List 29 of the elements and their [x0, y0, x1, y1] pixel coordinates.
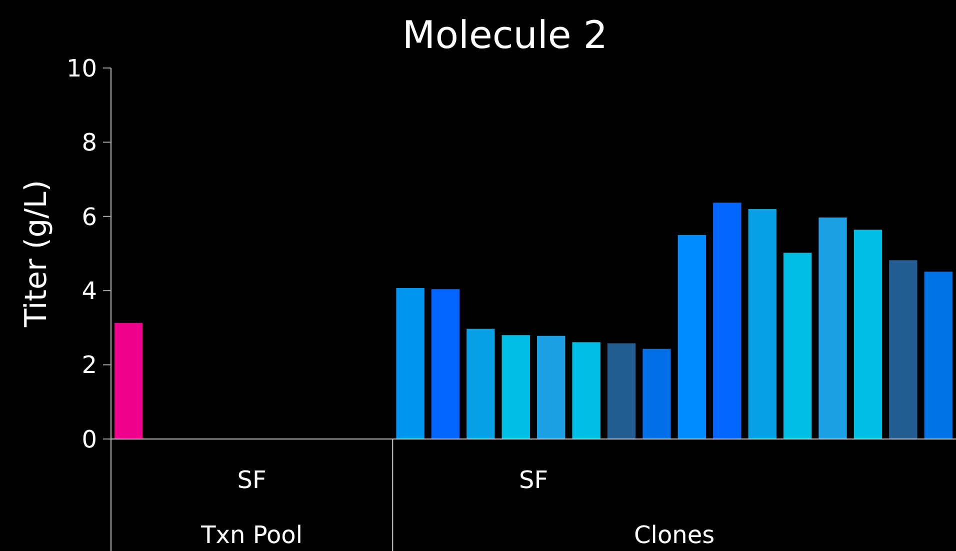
bar [572, 342, 600, 439]
y-tick-label: 2 [82, 351, 97, 380]
bar [783, 252, 812, 439]
bar [431, 289, 460, 439]
bar [854, 230, 882, 439]
y-tick-label: 4 [82, 277, 97, 305]
bar [713, 202, 742, 439]
y-tick-label: 6 [82, 202, 97, 231]
bar [502, 335, 530, 439]
y-tick-label: 8 [82, 128, 97, 157]
bar [642, 348, 671, 439]
bar [924, 272, 952, 439]
y-tick-label: 0 [82, 425, 97, 454]
chart-title: Molecule 2 [402, 13, 608, 57]
bar [607, 343, 636, 439]
bar [466, 328, 495, 439]
bar [678, 234, 706, 439]
bar [889, 260, 918, 439]
text: Clones [634, 521, 715, 549]
bar [537, 336, 566, 439]
text: SF [237, 466, 266, 494]
bar [818, 218, 847, 439]
text: SF [518, 466, 548, 494]
text: Txn Pool [200, 521, 303, 549]
bar [396, 288, 424, 439]
y-axis-title: Titer (g/L) [19, 180, 54, 328]
bar [748, 208, 776, 439]
y-tick-label: 10 [66, 54, 97, 82]
bar [114, 322, 143, 439]
